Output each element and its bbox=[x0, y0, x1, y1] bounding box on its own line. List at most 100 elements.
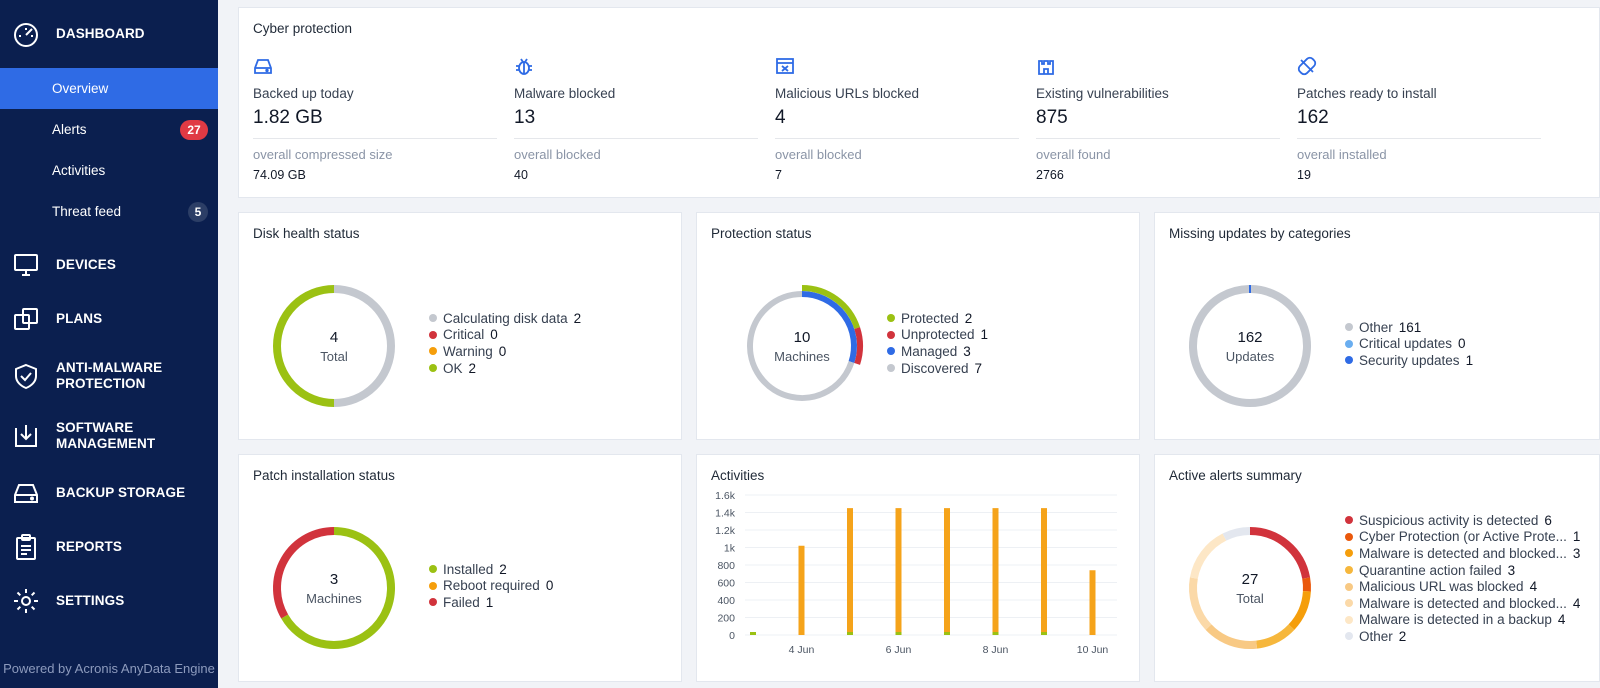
nav-software-management[interactable]: SOFTWARE MANAGEMENT bbox=[0, 406, 218, 466]
bar[interactable] bbox=[847, 508, 853, 635]
bar[interactable] bbox=[944, 632, 950, 635]
metric-drive[interactable]: Backed up today 1.82 GB overall compressed… bbox=[253, 56, 497, 182]
plans-icon bbox=[12, 305, 40, 333]
metric-label: Malicious URLs blocked bbox=[775, 86, 920, 101]
donut-segment[interactable] bbox=[854, 327, 863, 365]
legend-label: Calculating disk data bbox=[443, 310, 568, 326]
active-alerts-legend: Suspicious activity is detected 6 Cyber Pr… bbox=[1345, 512, 1580, 645]
legend-item[interactable]: Other 2 bbox=[1345, 628, 1580, 645]
nav-plans[interactable]: PLANS bbox=[0, 292, 218, 346]
active-alerts-donut[interactable]: 27 Total bbox=[1185, 523, 1315, 653]
nav-reports[interactable]: REPORTS bbox=[0, 520, 218, 574]
nav-item-label: Activities bbox=[52, 163, 106, 178]
nav-settings-label: SETTINGS bbox=[56, 593, 125, 608]
bar[interactable] bbox=[992, 508, 999, 635]
x-tick-label: 8 Jun bbox=[983, 644, 1009, 656]
donut-segment[interactable] bbox=[801, 291, 857, 363]
disk-health-donut[interactable]: 4 Total bbox=[269, 281, 399, 411]
legend-value: 2 bbox=[468, 360, 477, 376]
legend-item[interactable]: OK 2 bbox=[429, 360, 581, 377]
bar[interactable] bbox=[847, 632, 853, 635]
nav-item-overview[interactable]: Overview bbox=[0, 68, 218, 109]
legend-value: 2 bbox=[964, 310, 973, 326]
legend-item[interactable]: Failed 1 bbox=[429, 594, 553, 611]
patch-installation-donut[interactable]: 3 Machines bbox=[269, 523, 399, 653]
donut-center-label: Total bbox=[1236, 590, 1264, 606]
cyber-protection-card: Cyber protection Backed up today 1.82 GB o… bbox=[238, 7, 1600, 198]
legend-dot bbox=[1345, 532, 1353, 541]
legend-value: 0 bbox=[1458, 336, 1466, 352]
nav-item-threat-feed[interactable]: Threat feed 5 bbox=[0, 191, 218, 232]
legend-item[interactable]: Unprotected 1 bbox=[887, 327, 988, 344]
legend-item[interactable]: Managed 3 bbox=[887, 343, 988, 360]
donut-segment[interactable] bbox=[1189, 533, 1227, 579]
metric-castle[interactable]: Existing vulnerabilities 875 overall found… bbox=[1036, 56, 1280, 182]
nav-anti-malware[interactable]: ANTI-MALWARE PROTECTION bbox=[0, 346, 218, 406]
y-tick-label: 1.4k bbox=[715, 508, 736, 520]
protection-status-donut[interactable]: 10 Machines bbox=[737, 281, 867, 411]
donut-segment[interactable] bbox=[747, 291, 855, 401]
legend-value: 3 bbox=[1507, 562, 1516, 578]
bar[interactable] bbox=[944, 508, 950, 635]
legend-item[interactable]: Malicious URL was blocked 4 bbox=[1345, 578, 1580, 595]
donut-segment[interactable] bbox=[1302, 577, 1311, 592]
donut-segment[interactable] bbox=[801, 285, 861, 330]
legend-item[interactable]: Cyber Protection (or Active Prote... 1 bbox=[1345, 529, 1580, 546]
donut-segment[interactable] bbox=[1222, 527, 1251, 541]
bar[interactable] bbox=[798, 545, 805, 635]
donut-segment[interactable] bbox=[273, 285, 335, 407]
donut-segment[interactable] bbox=[1205, 624, 1258, 649]
donut-segment[interactable] bbox=[273, 527, 335, 619]
nav-item-alerts[interactable]: Alerts 27 bbox=[0, 109, 218, 150]
donut-segment[interactable] bbox=[333, 285, 395, 407]
legend-item[interactable]: Installed 2 bbox=[429, 561, 553, 578]
metric-bug[interactable]: Malware blocked 13 overall blocked 40 bbox=[514, 56, 758, 182]
legend-item[interactable]: Security updates 1 bbox=[1345, 352, 1473, 369]
legend-dot bbox=[1345, 516, 1353, 525]
legend-item[interactable]: Critical 0 bbox=[429, 327, 581, 344]
metric-patch[interactable]: Patches ready to install 162 overall insta… bbox=[1297, 56, 1541, 182]
donut-segment[interactable] bbox=[1255, 624, 1295, 649]
legend-value: 0 bbox=[490, 327, 498, 343]
disk-health-card: Disk health status 4 Total Calculating d… bbox=[238, 212, 682, 440]
metric-label: Backed up today bbox=[253, 86, 354, 101]
metric-blocked-url[interactable]: Malicious URLs blocked 4 overall blocked 7 bbox=[775, 56, 1019, 182]
legend-item[interactable]: Critical updates 0 bbox=[1345, 336, 1473, 353]
bar[interactable] bbox=[1089, 570, 1096, 635]
nav-backup-storage[interactable]: BACKUP STORAGE bbox=[0, 466, 218, 520]
legend-item[interactable]: Discovered 7 bbox=[887, 360, 988, 377]
bar[interactable] bbox=[1041, 508, 1047, 635]
legend-item[interactable]: Suspicious activity is detected 6 bbox=[1345, 512, 1580, 529]
legend-dot bbox=[1345, 356, 1353, 365]
nav-settings[interactable]: SETTINGS bbox=[0, 574, 218, 628]
legend-label: Reboot required bbox=[443, 578, 540, 594]
missing-updates-donut[interactable]: 162 Updates bbox=[1185, 281, 1315, 411]
y-tick-label: 1.6k bbox=[715, 490, 736, 502]
bar[interactable] bbox=[895, 632, 902, 635]
donut-segment[interactable] bbox=[1249, 527, 1311, 579]
legend-dot bbox=[1345, 582, 1353, 591]
legend-item[interactable]: Protected 2 bbox=[887, 310, 988, 327]
legend-value: 2 bbox=[573, 310, 582, 326]
nav-devices[interactable]: DEVICES bbox=[0, 238, 218, 292]
nav-dashboard[interactable]: DASHBOARD bbox=[0, 0, 218, 68]
bar[interactable] bbox=[992, 632, 999, 635]
activities-bar-chart[interactable]: 0 200 400 600 800 1k 1.2k 1.4k 1.6k 4 Jun 6 Jun 8 J… bbox=[697, 455, 1141, 683]
nav-devices-label: DEVICES bbox=[56, 257, 116, 272]
legend-item[interactable]: Quarantine action failed 3 bbox=[1345, 562, 1580, 579]
legend-item[interactable]: Calculating disk data 2 bbox=[429, 310, 581, 327]
donut-segment[interactable] bbox=[1189, 577, 1212, 630]
legend-item[interactable]: Reboot required 0 bbox=[429, 578, 553, 595]
donut-segment[interactable] bbox=[281, 527, 395, 649]
legend-item[interactable]: Malware is detected and blocked... 3 bbox=[1345, 545, 1580, 562]
donut-segment[interactable] bbox=[1288, 590, 1311, 630]
donut-segment[interactable] bbox=[1189, 285, 1311, 407]
bar[interactable] bbox=[1041, 632, 1047, 635]
bar[interactable] bbox=[750, 632, 756, 635]
legend-item[interactable]: Other 161 bbox=[1345, 319, 1473, 336]
legend-item[interactable]: Malware is detected in a backup 4 bbox=[1345, 612, 1580, 629]
legend-item[interactable]: Malware is detected and blocked... 4 bbox=[1345, 595, 1580, 612]
legend-item[interactable]: Warning 0 bbox=[429, 343, 581, 360]
nav-item-activities[interactable]: Activities bbox=[0, 150, 218, 191]
bar[interactable] bbox=[895, 508, 902, 635]
